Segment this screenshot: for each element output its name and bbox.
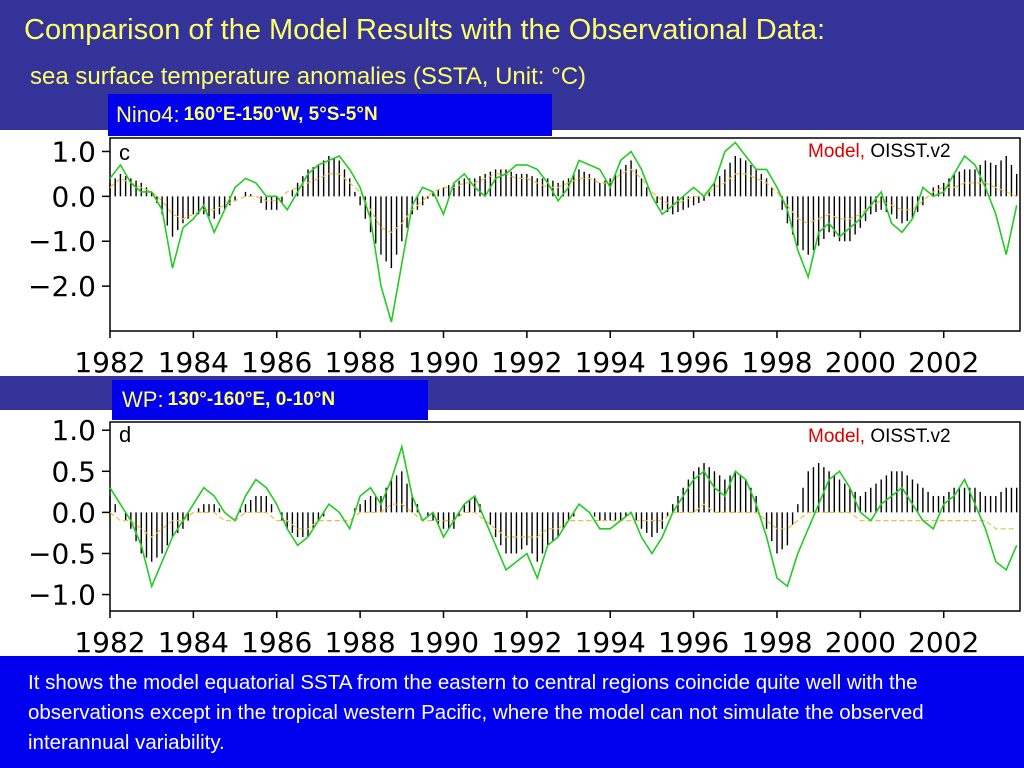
footer-text: It shows the model equatorial SSTA from …	[28, 671, 924, 754]
x-tick-label: 1994	[575, 346, 646, 379]
legend-model-label: Model,	[808, 141, 866, 162]
x-tick-label: 1996	[658, 346, 729, 379]
region-box-nino4: Nino4: 160°E-150°W, 5°S-5°N	[108, 94, 552, 136]
x-tick-label: 1994	[575, 626, 646, 659]
y-tick-label: 0.0	[51, 180, 96, 213]
x-tick-label: 1990	[408, 626, 479, 659]
plot-frame	[109, 137, 1021, 332]
obs-line	[109, 141, 1018, 323]
y-tick-label: −2.0	[28, 270, 96, 303]
x-tick-label: 1992	[491, 346, 562, 379]
panel-letter-c: c	[119, 140, 130, 165]
region-coords: 130°-160°E, 0-10°N	[167, 389, 336, 410]
x-tick-label: 2002	[908, 346, 979, 379]
y-tick-label: −1.0	[28, 579, 96, 612]
x-tick-label: 1988	[324, 346, 395, 379]
y-tick-label: 0.5	[51, 455, 96, 488]
legend-model-label: Model,	[808, 426, 866, 447]
x-tick-label: 1988	[324, 626, 395, 659]
slide-subtitle: sea surface temperature anomalies (SSTA,…	[30, 63, 587, 90]
footer-box: It shows the model equatorial SSTA from …	[0, 656, 1024, 768]
region-name: Nino4:	[116, 102, 180, 127]
climatology-line	[109, 168, 1017, 234]
legend-obs-label: OISST.v2	[870, 141, 951, 162]
plot-frame	[109, 421, 1021, 612]
x-tick-label: 1996	[658, 626, 729, 659]
y-tick-label: 1.0	[51, 135, 96, 168]
region-box-wp: WP: 130°-160°E, 0-10°N	[112, 380, 428, 420]
slide-title: Comparison of the Model Results with the…	[24, 14, 826, 46]
x-tick-label: 2002	[908, 626, 979, 659]
x-tick-label: 1982	[74, 626, 145, 659]
region-coords: 160°E-150°W, 5°S-5°N	[183, 104, 378, 125]
y-tick-label: 0.0	[51, 496, 96, 529]
legend-bottom: Model, OISST.v2	[808, 426, 951, 448]
x-tick-label: 1982	[74, 346, 145, 379]
y-tick-label: −0.5	[28, 537, 96, 570]
x-tick-label: 1992	[491, 626, 562, 659]
x-tick-label: 2000	[825, 626, 896, 659]
x-tick-label: 1990	[408, 346, 479, 379]
y-tick-label: 1.0	[51, 414, 96, 447]
x-tick-label: 1984	[158, 626, 229, 659]
panel-letter-d: d	[119, 422, 132, 447]
x-tick-label: 1984	[158, 346, 229, 379]
x-tick-label: 1986	[241, 626, 312, 659]
legend-top: Model, OISST.v2	[808, 141, 951, 163]
x-tick-label: 1986	[241, 346, 312, 379]
obs-line	[109, 443, 1018, 589]
x-tick-label: 2000	[825, 346, 896, 379]
x-tick-label: 1998	[741, 346, 812, 379]
x-tick-label: 1998	[741, 626, 812, 659]
y-tick-label: −1.0	[28, 225, 96, 258]
legend-obs-label: OISST.v2	[870, 426, 951, 447]
region-name: WP:	[122, 387, 164, 412]
